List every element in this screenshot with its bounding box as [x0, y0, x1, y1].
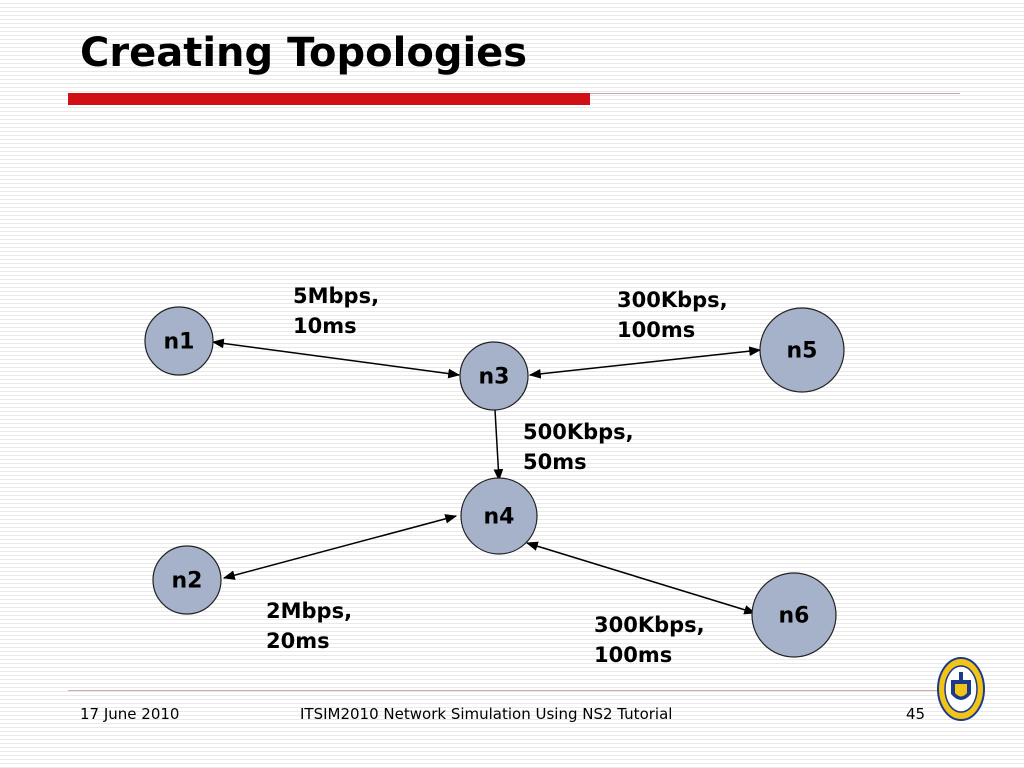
footer-rule — [68, 690, 960, 691]
link-delay: 10ms — [293, 314, 357, 338]
title-underline-rule — [590, 93, 960, 94]
link-n1-n3 — [211, 338, 461, 379]
node-label: n4 — [484, 505, 515, 530]
link-label-n4-n6: 300Kbps, 100ms — [594, 610, 705, 670]
node-n1: n1 — [144, 306, 214, 376]
link-bandwidth: 500Kbps, — [523, 420, 634, 444]
link-label-n3-n5: 300Kbps, 100ms — [617, 285, 728, 345]
link-n3-n5 — [528, 346, 762, 379]
node-n5: n5 — [759, 307, 845, 393]
link-label-n3-n4: 500Kbps, 50ms — [523, 417, 634, 477]
link-bandwidth: 5Mbps, — [293, 284, 380, 308]
link-n2-n4 — [222, 514, 458, 580]
node-label: n5 — [787, 339, 818, 364]
node-label: n1 — [164, 330, 195, 355]
node-n4: n4 — [460, 477, 538, 555]
node-n6: n6 — [751, 572, 837, 658]
node-label: n2 — [172, 569, 203, 594]
page-number: 45 — [906, 705, 926, 723]
link-bandwidth: 2Mbps, — [266, 599, 353, 623]
footer-title: ITSIM2010 Network Simulation Using NS2 T… — [300, 705, 673, 723]
university-seal-icon — [937, 657, 985, 721]
link-delay: 20ms — [266, 629, 330, 653]
node-n2: n2 — [152, 545, 222, 615]
title-underline-bar — [68, 93, 590, 105]
node-n3: n3 — [459, 341, 529, 411]
link-label-n2-n4: 2Mbps, 20ms — [266, 596, 352, 656]
slide-title: Creating Topologies — [80, 30, 528, 76]
link-delay: 50ms — [523, 450, 587, 474]
footer-date: 17 June 2010 — [80, 705, 180, 723]
link-bandwidth: 300Kbps, — [594, 613, 705, 637]
node-label: n6 — [779, 604, 810, 629]
link-label-n1-n3: 5Mbps, 10ms — [293, 281, 379, 341]
link-delay: 100ms — [594, 643, 673, 667]
link-n4-n6 — [525, 541, 757, 615]
link-delay: 100ms — [617, 318, 696, 342]
link-n3-n4 — [493, 409, 504, 482]
node-label: n3 — [479, 365, 510, 390]
link-bandwidth: 300Kbps, — [617, 288, 728, 312]
